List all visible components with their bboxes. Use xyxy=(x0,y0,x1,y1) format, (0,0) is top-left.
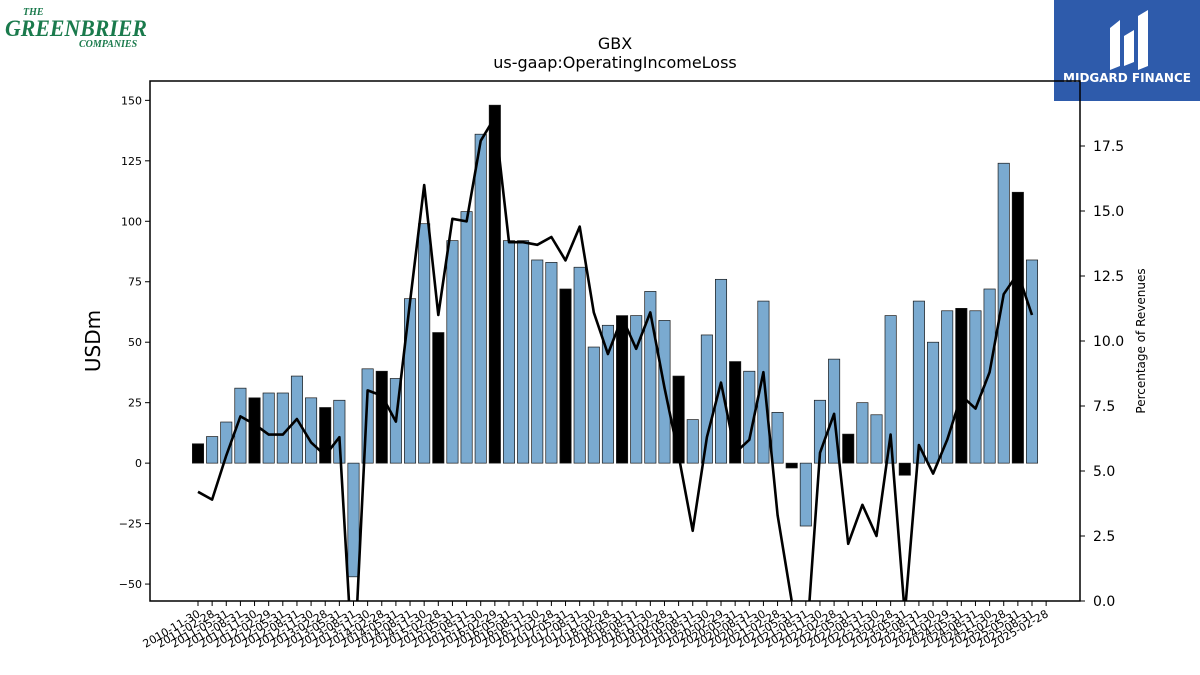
y2-tick-label: 7.5 xyxy=(1093,399,1115,415)
bar xyxy=(545,262,558,464)
bar xyxy=(729,361,742,464)
x-axis-ticks: 2010-11-302011-02-282011-05-312011-08-31… xyxy=(141,601,1051,651)
y-tick-label: 50 xyxy=(128,336,142,349)
bar xyxy=(305,397,318,464)
bar xyxy=(587,346,600,464)
bar xyxy=(319,407,332,464)
y2-tick-label: 15.0 xyxy=(1093,204,1124,220)
bar xyxy=(1025,259,1039,464)
bar xyxy=(248,397,261,464)
bar xyxy=(700,334,713,464)
y2-tick-label: 0.0 xyxy=(1093,594,1115,610)
bar xyxy=(502,240,515,464)
bar xyxy=(771,411,784,464)
chart-title: GBX xyxy=(598,34,632,53)
y-tick-label: 0 xyxy=(135,457,142,470)
bar xyxy=(630,315,643,464)
plot-frame xyxy=(149,80,1081,602)
bar xyxy=(517,240,530,464)
y2-axis-label: Percentage of Revenues xyxy=(1134,268,1148,413)
bar xyxy=(997,162,1010,464)
bar xyxy=(644,291,657,464)
bar xyxy=(333,399,346,464)
percent-line-group xyxy=(197,116,1034,601)
bar xyxy=(432,332,445,464)
bar xyxy=(488,104,501,464)
bar xyxy=(375,370,388,464)
bar xyxy=(884,315,897,464)
bar xyxy=(474,133,487,464)
bar xyxy=(234,387,247,464)
y2-tick-label: 12.5 xyxy=(1093,269,1124,285)
bar xyxy=(262,392,275,464)
bar xyxy=(969,310,982,464)
bar xyxy=(870,414,883,464)
midgard-finance-logo: MIDGARD FINANCE xyxy=(1054,0,1200,101)
y2-tick-label: 5.0 xyxy=(1093,464,1115,480)
bar xyxy=(616,315,629,464)
bar xyxy=(898,462,911,476)
bar xyxy=(559,288,572,464)
y2-tick-label: 2.5 xyxy=(1093,529,1115,545)
percent-of-revenues-line xyxy=(197,116,1034,601)
y-tick-label: 125 xyxy=(121,155,142,168)
bar xyxy=(912,300,925,464)
y2-axis-ticks: 0.0 2.5 5.0 7.5 10.0 12.5 15.0 17.5 xyxy=(1080,139,1124,610)
bar xyxy=(941,310,954,464)
y-tick-label: −25 xyxy=(119,518,142,531)
bar xyxy=(347,462,360,578)
y-tick-label: 25 xyxy=(128,397,142,410)
bar xyxy=(828,358,841,464)
y-axis-label: USDm xyxy=(81,310,105,372)
bar xyxy=(983,288,996,464)
bars-group xyxy=(191,104,1039,578)
bar xyxy=(601,324,614,464)
chart-subtitle: us-gaap:OperatingIncomeLoss xyxy=(493,53,737,72)
logo-line-3: COMPANIES xyxy=(79,39,138,50)
bar xyxy=(573,266,586,464)
bar xyxy=(206,436,219,464)
y-axis-ticks: −50 −25 0 25 50 75 100 125 150 xyxy=(119,94,150,591)
bar xyxy=(191,443,205,464)
greenbrier-logo: THE GREENBRIER COMPANIES xyxy=(5,7,147,50)
bar xyxy=(785,462,798,469)
logo-text: MIDGARD FINANCE xyxy=(1063,71,1191,85)
bar xyxy=(715,278,728,464)
logo-line-1: THE xyxy=(23,7,44,18)
bar xyxy=(799,462,812,527)
bar xyxy=(531,259,544,464)
y2-tick-label: 10.0 xyxy=(1093,334,1124,350)
bar xyxy=(856,402,869,464)
bar xyxy=(955,307,968,464)
bar xyxy=(927,341,940,464)
bar xyxy=(418,223,431,464)
bar xyxy=(842,433,855,464)
bar xyxy=(460,211,473,464)
y2-tick-label: 17.5 xyxy=(1093,139,1124,155)
bar xyxy=(1011,191,1024,464)
y-tick-label: 75 xyxy=(128,276,142,289)
bar xyxy=(686,419,699,464)
bar xyxy=(446,240,459,464)
logo-line-2: GREENBRIER xyxy=(5,16,147,41)
bar xyxy=(276,392,289,464)
y-tick-label: 100 xyxy=(121,215,142,228)
y-tick-label: 150 xyxy=(121,94,142,107)
bar xyxy=(672,375,685,464)
bar xyxy=(404,298,417,464)
midgard-mark-icon xyxy=(1110,10,1148,70)
y-tick-label: −50 xyxy=(119,578,142,591)
